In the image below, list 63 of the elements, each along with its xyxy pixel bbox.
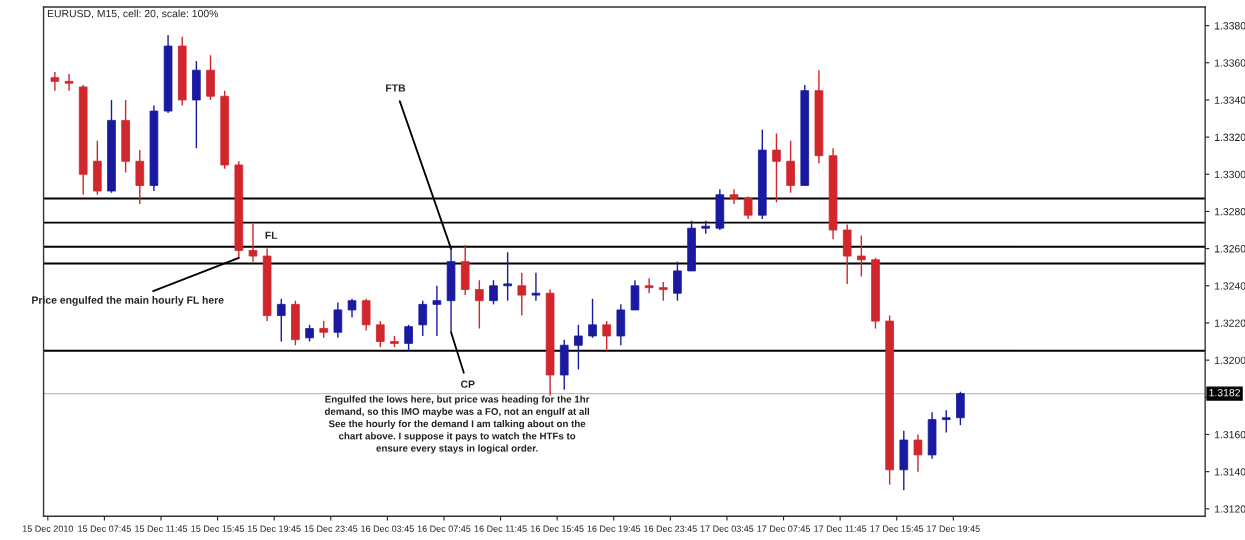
ref-line-label: 1.3182: [1209, 389, 1240, 397]
y-tick-label: 1.3220: [1214, 319, 1245, 327]
candlestick: [531, 272, 541, 302]
candlestick: [376, 320, 385, 348]
x-tick-label: 15 Dec 15:45: [191, 525, 245, 532]
annotation: Engulfed the lows here, but price was heading for the 1hr demand, so this IMO maybe was a FO, not an engulf at all See the hourly for the demand I am talking about on the chart above. I suppose it pays to watch the HTFs to ensure every stays in logical order.: [324, 395, 590, 454]
chart-title: EURUSD, M15, cell: 20, scale: 100%: [47, 9, 219, 19]
y-tick-label: 1.3140: [1214, 468, 1245, 476]
x-tick-label: 15 Dec 2010: [22, 525, 74, 532]
y-tick-label: 1.3360: [1214, 59, 1245, 67]
y-tick-label: 1.3200: [1214, 356, 1245, 365]
y-tick-label: 1.3160: [1214, 430, 1245, 439]
x-tick-label: 17 Dec 03:45: [700, 525, 754, 532]
x-tick-label: 16 Dec 07:45: [417, 525, 471, 532]
candlestick: [276, 298, 286, 343]
x-tick-label: 15 Dec 11:45: [135, 525, 188, 532]
candlestick: [347, 298, 357, 319]
x-tick-label: 15 Dec 23:45: [304, 525, 358, 532]
candlestick: [404, 324, 413, 352]
candlestick: [517, 272, 527, 317]
annotation: FTB: [386, 84, 406, 92]
y-tick-label: 1.3380: [1214, 22, 1245, 30]
candlestick: [729, 188, 739, 205]
candlestick: [658, 281, 668, 302]
candlestick: [913, 433, 923, 473]
candlestick: [333, 301, 343, 339]
candlestick: [418, 299, 428, 337]
y-tick-label: 1.3240: [1214, 282, 1245, 290]
candlestick: [743, 195, 753, 220]
candlestick: [857, 234, 866, 278]
candlestick: [50, 71, 60, 92]
x-tick-label: 16 Dec 23:45: [644, 525, 697, 532]
x-tick-label: 16 Dec 19:45: [587, 525, 641, 532]
x-tick-label: 17 Dec 07:45: [757, 525, 811, 532]
x-tick-label: 15 Dec 19:45: [248, 525, 301, 532]
candlestick: [248, 221, 258, 263]
candlestick: [644, 277, 654, 294]
candlestick: [489, 279, 498, 306]
y-tick-label: 1.3280: [1214, 207, 1245, 216]
candlestick: [588, 298, 597, 339]
y-tick-label: 1.3300: [1214, 170, 1245, 179]
candlestick: [772, 132, 781, 203]
x-tick-label: 15 Dec 07:45: [78, 525, 131, 532]
y-tick-label: 1.3260: [1214, 245, 1245, 253]
candlestick: [602, 320, 611, 352]
annotation: FL: [265, 231, 278, 239]
x-tick-label: 17 Dec 15:45: [870, 525, 924, 532]
x-tick-label: 16 Dec 11:45: [474, 525, 527, 532]
annotation: CP: [460, 380, 475, 388]
candlestick: [64, 73, 74, 92]
x-tick-label: 17 Dec 19:45: [927, 525, 980, 532]
x-tick-label: 16 Dec 15:45: [531, 525, 584, 532]
y-tick-label: 1.3340: [1214, 96, 1245, 104]
x-tick-label: 17 Dec 11:45: [814, 525, 867, 532]
x-tick-label: 16 Dec 03:45: [361, 525, 414, 532]
candlestick: [673, 260, 682, 302]
candlestick: [475, 279, 484, 330]
candlestick: [941, 409, 951, 434]
y-tick-label: 1.3320: [1214, 133, 1245, 141]
candlestick: [503, 251, 512, 302]
candlestick: [574, 324, 583, 371]
y-tick-label: 1.3120: [1214, 505, 1245, 513]
candlestick: [432, 285, 442, 337]
